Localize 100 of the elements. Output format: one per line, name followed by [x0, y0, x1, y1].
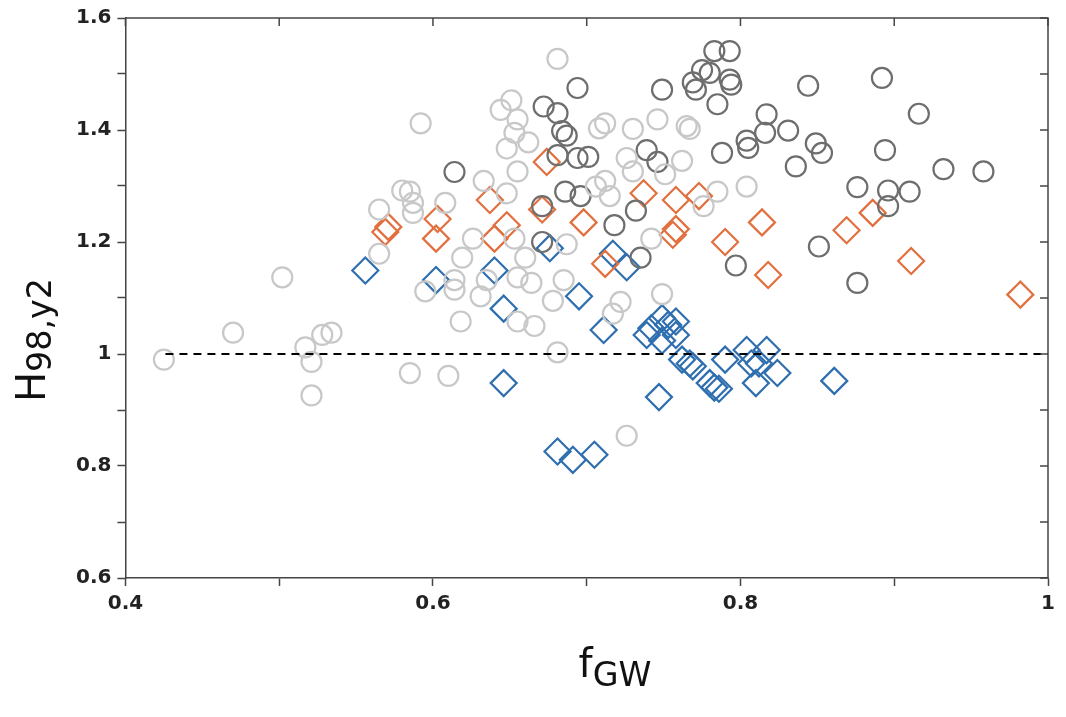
point — [629, 246, 652, 269]
point — [650, 78, 674, 101]
point — [718, 39, 741, 63]
point — [732, 335, 761, 365]
point — [735, 129, 758, 152]
point — [635, 139, 658, 162]
point — [421, 224, 451, 253]
point — [737, 349, 766, 378]
point — [566, 76, 589, 100]
point — [492, 211, 521, 240]
point — [443, 160, 466, 184]
point — [754, 260, 783, 290]
point — [711, 227, 740, 257]
point — [752, 335, 781, 365]
point — [480, 224, 509, 253]
point — [423, 204, 452, 234]
point — [700, 373, 729, 402]
point — [846, 176, 869, 199]
point — [532, 95, 555, 118]
point — [711, 345, 740, 374]
point — [661, 320, 690, 350]
point — [876, 195, 900, 218]
point — [690, 58, 714, 82]
point — [647, 326, 677, 355]
point — [807, 235, 830, 258]
point — [846, 271, 869, 294]
point — [710, 141, 734, 165]
point — [629, 179, 658, 208]
point — [421, 265, 451, 295]
point — [528, 195, 557, 224]
point — [684, 78, 707, 101]
point — [475, 185, 504, 215]
point — [741, 369, 770, 398]
point — [703, 39, 726, 63]
y-tick-label: 1.6 — [75, 4, 112, 29]
point — [832, 216, 861, 245]
point — [566, 146, 589, 170]
point — [554, 180, 577, 203]
x-tick-label: 0.4 — [107, 590, 144, 615]
point — [932, 158, 955, 181]
point — [546, 102, 569, 125]
point — [603, 214, 626, 237]
point — [810, 141, 834, 165]
point — [569, 184, 592, 208]
point — [612, 253, 641, 282]
point — [480, 256, 509, 285]
point — [684, 181, 714, 211]
point — [577, 145, 600, 168]
point — [644, 383, 674, 412]
point — [637, 314, 666, 343]
point — [532, 147, 561, 177]
point — [632, 320, 661, 350]
point — [591, 249, 620, 278]
point — [589, 315, 618, 345]
point — [797, 74, 820, 97]
x-tick-label: 0.6 — [415, 590, 451, 615]
y-tick-label: 0.8 — [75, 452, 112, 477]
point — [820, 366, 849, 395]
point — [718, 68, 741, 91]
point — [489, 294, 518, 323]
point — [907, 102, 930, 125]
point — [564, 282, 594, 311]
point — [654, 310, 683, 339]
point — [763, 358, 792, 388]
point — [351, 256, 380, 285]
point — [667, 345, 697, 374]
point — [489, 369, 518, 398]
point — [569, 208, 598, 237]
point — [1006, 280, 1035, 309]
point — [704, 374, 734, 403]
point — [646, 150, 669, 174]
point — [647, 304, 677, 333]
y-tick-label: 1.4 — [75, 116, 112, 141]
point — [753, 121, 777, 144]
point — [698, 61, 721, 84]
point — [543, 437, 572, 466]
point — [747, 208, 777, 237]
point — [661, 215, 690, 244]
point — [374, 212, 403, 241]
point — [580, 440, 609, 469]
point — [804, 132, 827, 155]
point — [784, 155, 807, 178]
point — [661, 307, 690, 336]
y-tick-label: 0.6 — [75, 564, 112, 589]
x-tick-label: 0.8 — [722, 590, 759, 615]
point — [720, 73, 743, 96]
point — [681, 71, 704, 94]
point — [737, 136, 760, 160]
point — [897, 246, 926, 276]
point — [870, 66, 894, 90]
point — [658, 220, 687, 249]
point — [724, 254, 747, 277]
point — [873, 139, 897, 162]
y-tick-label: 1 — [97, 340, 112, 365]
point — [371, 217, 400, 247]
point — [898, 180, 921, 203]
x-tick-label: 1 — [1041, 590, 1055, 615]
point — [876, 179, 900, 202]
point — [624, 199, 648, 222]
point — [777, 119, 800, 142]
